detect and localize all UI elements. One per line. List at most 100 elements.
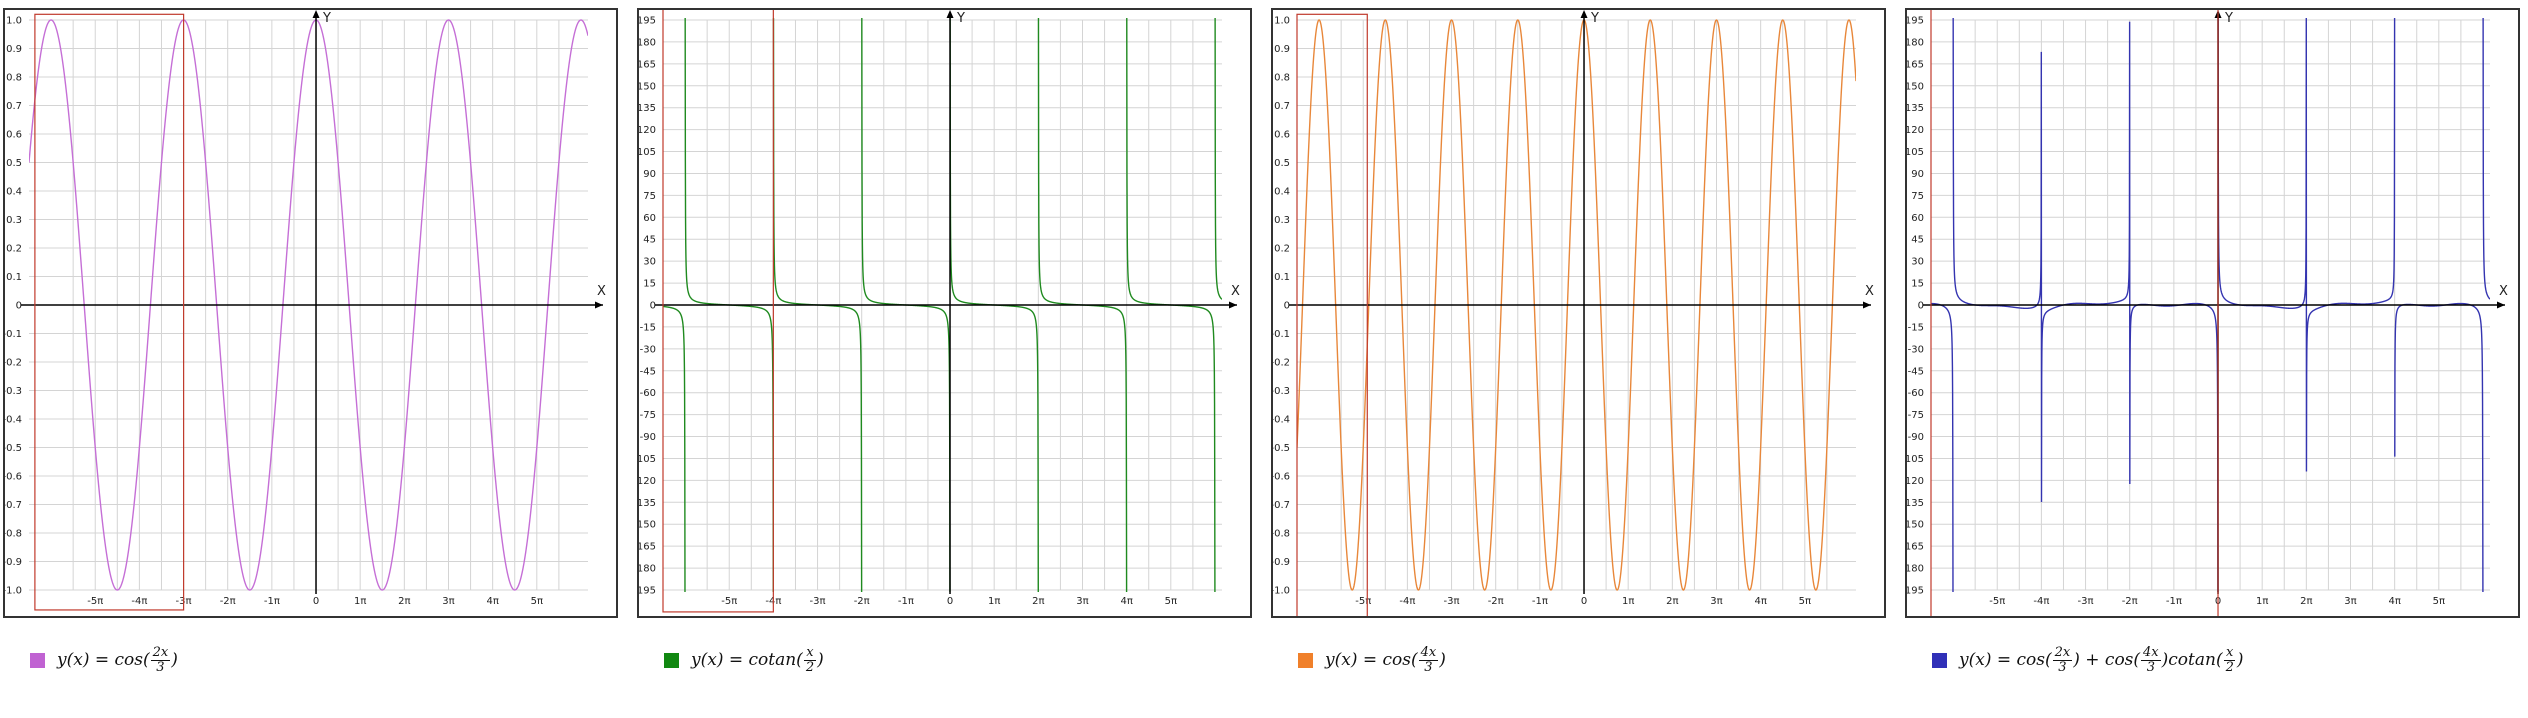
formula-fraction: 2x 3 — [2052, 645, 2073, 675]
y-tick-label: -30 — [640, 344, 656, 355]
x-axis-arrow — [595, 301, 603, 309]
y-tick-label: 0.9 — [1274, 44, 1290, 55]
fraction-denominator: 2 — [2225, 659, 2234, 675]
y-tick-label: 0.4 — [6, 187, 22, 198]
y-tick-label: 0.4 — [1274, 187, 1290, 198]
y-tick-label: -165 — [1907, 542, 1924, 553]
x-tick-label: -5π — [87, 596, 103, 607]
x-tick-label: 3π — [1710, 596, 1722, 607]
y-tick-label: -0.5 — [1273, 443, 1290, 454]
y-tick-label: -105 — [639, 454, 656, 465]
highlight-rect — [1930, 10, 2219, 616]
y-tick-label: 0.2 — [1274, 244, 1290, 255]
y-tick-label: 165 — [1907, 59, 1924, 70]
series-line — [1297, 19, 1856, 591]
y-tick-label: 195 — [1907, 16, 1924, 27]
x-tick-label: -2π — [854, 596, 870, 607]
fraction-denominator: 2 — [805, 659, 815, 675]
fraction-denominator: 3 — [1424, 659, 1433, 675]
x-tick-label: -1π — [2166, 596, 2182, 607]
y-axis-label: Y — [1590, 11, 1599, 26]
y-tick-label: -15 — [640, 322, 656, 333]
y-tick-label: -150 — [1907, 520, 1924, 531]
y-tick-label: 150 — [639, 81, 656, 92]
y-tick-label: 135 — [639, 103, 656, 114]
x-tick-label: -3π — [2078, 596, 2094, 607]
y-tick-label: -150 — [639, 520, 656, 531]
x-axis-label: X — [1231, 284, 1240, 299]
formula-text: y(x) = cos( — [1959, 650, 2052, 670]
y-tick-label: 1.0 — [1274, 16, 1290, 27]
x-tick-label: -1π — [1532, 596, 1548, 607]
x-tick-label: 2π — [1032, 596, 1044, 607]
y-tick-label: 165 — [639, 59, 656, 70]
y-tick-label: -0.1 — [5, 329, 22, 340]
x-axis-label: X — [2499, 284, 2508, 299]
y-tick-label: -45 — [640, 366, 656, 377]
chart-panel-3: 1.0 0.9 0.8 0.7 0.6 0.5 0.4 0.3 0.2 0.1 0 -0.1 -0.2 -… — [1271, 8, 1886, 618]
y-tick-label: 90 — [1911, 169, 1924, 180]
y-tick-label: -0.7 — [5, 500, 22, 511]
x-tick-label: -5π — [1355, 596, 1371, 607]
x-tick-label: -5π — [1989, 596, 2005, 607]
legend-formula-2: y(x) = cotan( x 2 ) — [691, 645, 824, 675]
fraction-denominator: 3 — [2146, 659, 2155, 675]
x-tick-label: -1π — [898, 596, 914, 607]
y-tick-label: -105 — [1907, 454, 1924, 465]
y-tick-label: 0.7 — [1274, 101, 1290, 112]
formula-text: )cotan( — [2161, 650, 2223, 670]
formula-text: y(x) = cotan( — [691, 650, 803, 670]
legend-1: y(x) = cos( 2x 3 ) — [30, 645, 178, 675]
y-tick-label: -0.1 — [1273, 329, 1290, 340]
y-tick-label: 0 — [1918, 301, 1924, 312]
y-axis-label: Y — [322, 11, 331, 26]
formula-text: y(x) = cos( — [1325, 650, 1418, 670]
y-tick-label: 15 — [643, 279, 656, 290]
fraction-numerator: x — [2224, 644, 2236, 661]
y-axis-label: Y — [956, 11, 965, 26]
y-tick-label: -0.9 — [1273, 557, 1290, 568]
fraction-denominator: 3 — [2058, 659, 2067, 675]
highlight-rect — [662, 10, 774, 613]
y-tick-label: 120 — [639, 125, 656, 136]
y-tick-label: 120 — [1907, 125, 1924, 136]
formula-text: ) — [171, 650, 178, 670]
y-tick-label: -60 — [640, 388, 656, 399]
y-tick-label: -90 — [640, 432, 656, 443]
y-tick-label: 0.5 — [1274, 158, 1290, 169]
y-tick-label: 0.6 — [1274, 130, 1290, 141]
x-tick-label: -4π — [1399, 596, 1415, 607]
y-tick-label: -0.2 — [5, 358, 22, 369]
chart-svg-2: 1951801651501351201059075604530150-15-30… — [639, 10, 1240, 613]
x-tick-label: -2π — [220, 596, 236, 607]
series-line — [29, 19, 588, 591]
x-tick-label: 1π — [988, 596, 1000, 607]
x-tick-label: 5π — [1165, 596, 1177, 607]
y-tick-label: 180 — [639, 37, 656, 48]
fraction-denominator: 3 — [156, 659, 165, 675]
y-tick-label: 45 — [1911, 235, 1924, 246]
y-tick-label: -0.8 — [1273, 529, 1290, 540]
x-tick-label: -3π — [1444, 596, 1460, 607]
x-axis-label: X — [1865, 284, 1874, 299]
formula-fraction: x 2 — [2224, 644, 2236, 675]
x-axis-arrow — [1229, 301, 1237, 309]
y-tick-label: -0.8 — [5, 529, 22, 540]
y-tick-label: 195 — [639, 16, 656, 27]
fraction-numerator: 4x — [2141, 644, 2161, 661]
y-tick-label: -45 — [1908, 366, 1924, 377]
y-tick-label: -135 — [639, 498, 656, 509]
chart-svg-1: 1.0 0.9 0.8 0.7 0.6 0.5 0.4 0.3 0.2 0.1 0 -0.1 -0.2 -… — [5, 10, 606, 611]
x-tick-label: 3π — [442, 596, 454, 607]
legend-swatch-4 — [1932, 652, 1947, 668]
x-tick-label: 0 — [313, 596, 319, 607]
y-tick-label: 75 — [1911, 191, 1924, 202]
y-tick-label: 0.8 — [1274, 73, 1290, 84]
x-tick-label: 2π — [2300, 596, 2312, 607]
x-tick-label: 2π — [398, 596, 410, 607]
y-tick-label: -0.6 — [1273, 472, 1290, 483]
formula-fraction: 4x 3 — [2141, 644, 2161, 675]
highlight-rect — [1296, 13, 1368, 616]
y-tick-label: -30 — [1908, 344, 1924, 355]
x-tick-label: 0 — [1581, 596, 1587, 607]
